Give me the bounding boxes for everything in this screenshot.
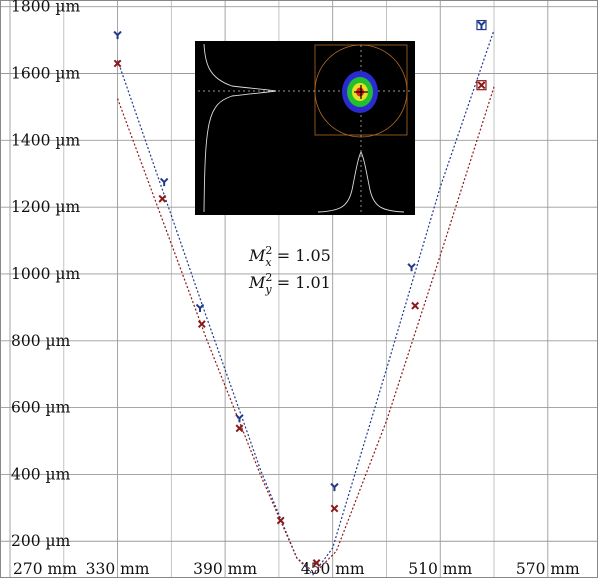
inset-horizontal-profile <box>317 150 405 213</box>
data-point-series-2 <box>411 301 420 310</box>
x-tick-label: 390 mm <box>193 560 257 578</box>
m2y-value: 1.01 <box>295 273 331 292</box>
y-tick-label: 1200 µm <box>11 198 80 216</box>
m2x-value: 1.05 <box>295 246 331 265</box>
x-tick-label: 270 mm <box>13 560 77 578</box>
x-tick-label: 450 mm <box>301 560 365 578</box>
fit-curve-series-1 <box>116 29 495 576</box>
fit-curves <box>116 29 495 576</box>
y-tick-label: 1800 µm <box>11 0 80 16</box>
fit-curve-series-2 <box>116 86 495 574</box>
data-point-series-1 <box>407 263 416 272</box>
y-tick-label: 1400 µm <box>11 131 80 149</box>
data-point-series-2 <box>330 504 339 513</box>
data-point-series-1 <box>195 303 205 313</box>
data-point-series-2 <box>476 80 487 91</box>
data-point-series-1 <box>330 482 339 492</box>
tick-labels: 270 mm 330 mm 390 mm 450 mm 510 mm 570 mm 200 … <box>11 0 580 578</box>
y-tick-label: 800 µm <box>11 332 71 350</box>
x-tick-label: 510 mm <box>408 560 472 578</box>
x-tick-label: 570 mm <box>516 560 580 578</box>
m2y-label: M2 y = 1.01 <box>248 271 331 296</box>
y-tick-label: 600 µm <box>11 399 71 417</box>
data-point-series-2 <box>276 516 285 525</box>
data-point-series-1 <box>476 19 487 31</box>
data-point-series-1 <box>235 414 244 423</box>
data-markers <box>113 19 487 567</box>
m2x-label: M2 x = 1.05 <box>248 244 331 269</box>
data-point-series-2 <box>312 559 321 567</box>
inset-background <box>195 41 415 215</box>
data-point-series-2 <box>197 320 206 328</box>
inset-vertical-profile <box>203 43 277 213</box>
beam-profile-inset <box>195 41 415 215</box>
data-point-series-1 <box>113 30 122 40</box>
data-point-series-1 <box>159 177 169 187</box>
data-point-series-2 <box>235 424 244 433</box>
data-point-series-2 <box>158 194 167 203</box>
y-tick-label: 200 µm <box>11 532 71 550</box>
inset-beam-spot <box>342 71 378 113</box>
y-tick-label: 1000 µm <box>11 265 80 283</box>
x-tick-label: 330 mm <box>86 560 150 578</box>
y-tick-label: 1600 µm <box>11 65 80 83</box>
y-tick-label: 400 µm <box>11 465 71 483</box>
m2-annotations: M2 x = 1.05 M2 y = 1.01 <box>248 244 331 296</box>
data-point-series-2 <box>113 59 122 68</box>
